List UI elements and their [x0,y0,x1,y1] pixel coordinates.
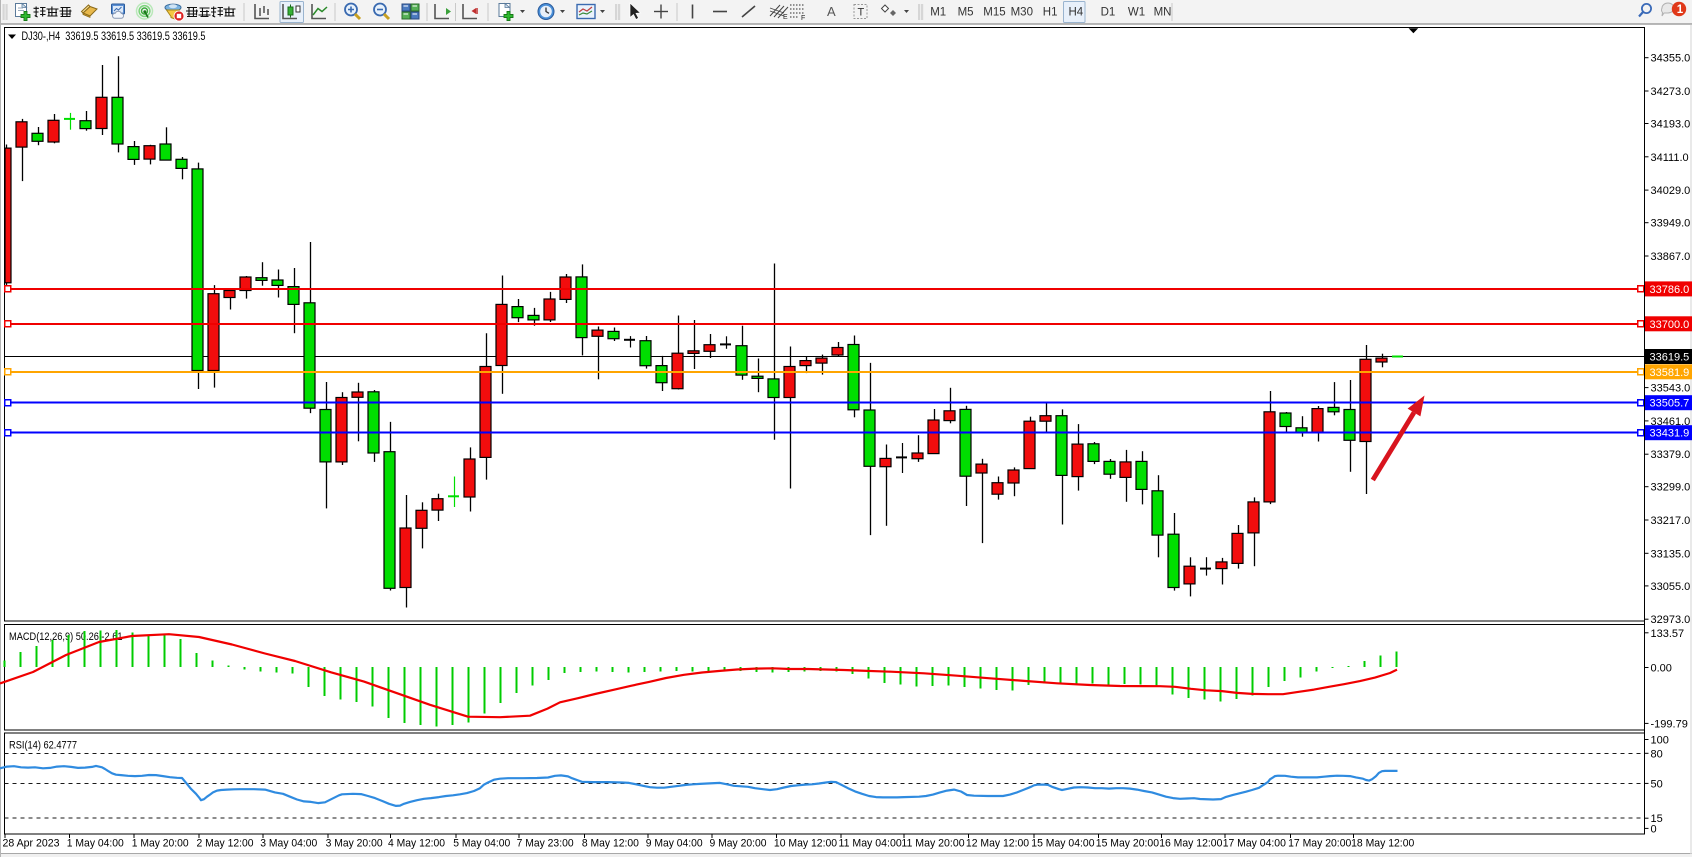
svg-text:0.00: 0.00 [1651,663,1672,675]
svg-text:28 Apr 2023: 28 Apr 2023 [3,838,60,850]
svg-text:M30: M30 [1011,7,1033,19]
svg-text:33543.0: 33543.0 [1651,383,1691,395]
svg-text:8 May 12:00: 8 May 12:00 [582,838,639,850]
svg-text:MACD(12,26,9) 50.26 -2.61: MACD(12,26,9) 50.26 -2.61 [9,631,123,643]
svg-text:34273.0: 34273.0 [1651,86,1691,98]
svg-text:33379.0: 33379.0 [1651,449,1691,461]
svg-text:133.57: 133.57 [1651,628,1685,640]
svg-text:M5: M5 [958,7,974,19]
svg-text:34193.0: 34193.0 [1651,119,1691,131]
svg-text:34355.0: 34355.0 [1651,53,1691,65]
svg-text:E: E [783,14,788,21]
svg-text:2 May 12:00: 2 May 12:00 [197,838,254,850]
svg-text:11 May 04:00: 11 May 04:00 [839,838,902,850]
svg-text:17 May 20:00: 17 May 20:00 [1288,838,1351,850]
svg-text:F: F [801,15,805,22]
svg-text:15: 15 [1651,813,1663,825]
svg-text:11 May 20:00: 11 May 20:00 [901,838,964,850]
svg-text:15 May 04:00: 15 May 04:00 [1031,838,1094,850]
svg-text:33581.9: 33581.9 [1650,367,1690,379]
svg-text:32973.0: 32973.0 [1651,614,1691,626]
svg-text:MN: MN [1154,7,1172,19]
svg-text:0: 0 [1651,823,1657,835]
svg-text:33055.0: 33055.0 [1651,581,1691,593]
svg-text:W1: W1 [1128,7,1145,19]
svg-text:9 May 04:00: 9 May 04:00 [646,838,703,850]
svg-text:33949.0: 33949.0 [1651,218,1691,230]
svg-text:17 May 04:00: 17 May 04:00 [1223,838,1286,850]
svg-text:33461.0: 33461.0 [1651,416,1691,428]
svg-text:T: T [858,7,865,19]
svg-text:33619.5: 33619.5 [1650,352,1690,364]
svg-text:A: A [827,4,836,19]
svg-text:18 May 12:00: 18 May 12:00 [1351,838,1414,850]
svg-text:33505.7: 33505.7 [1650,398,1690,410]
svg-text:34029.0: 34029.0 [1651,185,1691,197]
svg-text:34111.0: 34111.0 [1651,152,1689,164]
svg-text:33135.0: 33135.0 [1651,548,1691,560]
svg-text:100: 100 [1651,735,1669,747]
svg-text:50: 50 [1651,778,1663,790]
svg-text:33299.0: 33299.0 [1651,482,1691,494]
svg-text:12 May 12:00: 12 May 12:00 [966,838,1029,850]
svg-text:H1: H1 [1043,7,1058,19]
svg-text:33217.0: 33217.0 [1651,515,1691,527]
svg-text:7 May 23:00: 7 May 23:00 [517,838,574,850]
svg-text:3 May 20:00: 3 May 20:00 [326,838,383,850]
svg-text:DJ30-,H4 33619.5 33619.5 3361: DJ30-,H4 33619.5 33619.5 33619.5 33619.5 [22,29,206,43]
svg-text:16 May 12:00: 16 May 12:00 [1159,838,1222,850]
svg-text:33867.0: 33867.0 [1651,251,1691,263]
svg-text:5 May 04:00: 5 May 04:00 [453,838,510,850]
svg-text:4 May 12:00: 4 May 12:00 [388,838,445,850]
svg-text:RSI(14) 62.4777: RSI(14) 62.4777 [9,740,77,752]
svg-text:10 May 12:00: 10 May 12:00 [774,838,837,850]
svg-text:M1: M1 [930,7,946,19]
svg-text:D1: D1 [1101,7,1116,19]
svg-text:3 May 04:00: 3 May 04:00 [260,838,317,850]
svg-text:-199.79: -199.79 [1651,718,1688,730]
svg-text:9 May 20:00: 9 May 20:00 [710,838,767,850]
svg-text:33431.9: 33431.9 [1650,428,1690,440]
svg-text:M15: M15 [983,7,1005,19]
svg-text:1 May 04:00: 1 May 04:00 [67,838,124,850]
svg-text:33786.0: 33786.0 [1650,284,1690,296]
svg-text:15 May 20:00: 15 May 20:00 [1096,838,1159,850]
svg-text:1 May 20:00: 1 May 20:00 [132,838,189,850]
svg-text:80: 80 [1651,748,1663,760]
svg-text:H4: H4 [1069,7,1084,19]
svg-text:1: 1 [1677,4,1684,16]
svg-text:33700.0: 33700.0 [1650,319,1690,331]
